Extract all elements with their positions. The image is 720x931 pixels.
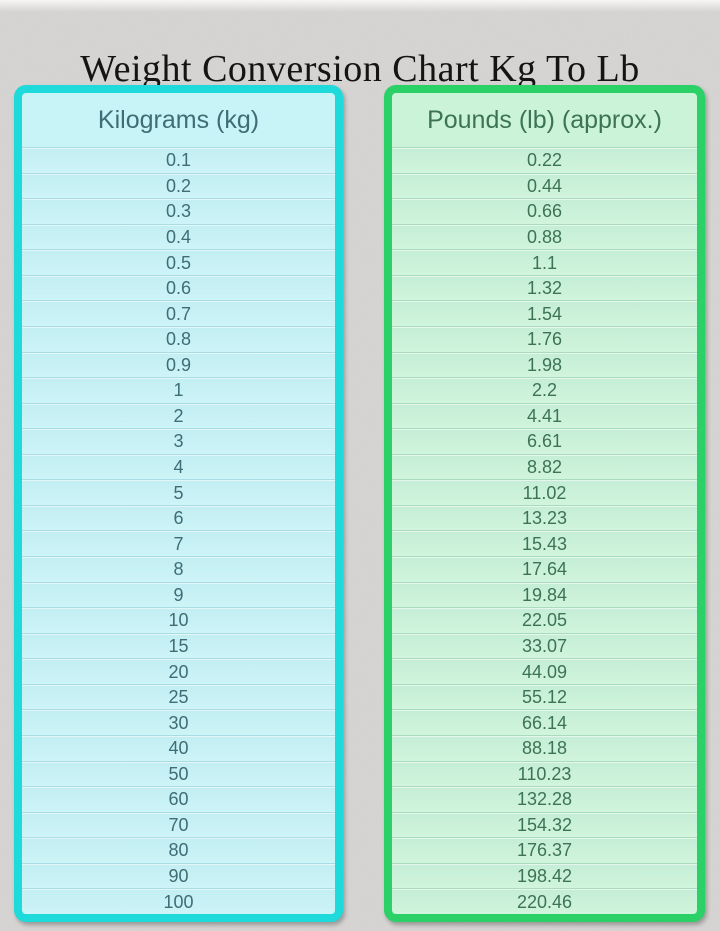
table-row-lb: 1.54 <box>392 300 697 326</box>
table-row-lb: 198.42 <box>392 862 697 889</box>
table-row-lb: 110.23 <box>392 760 697 787</box>
table-row-kg: 25 <box>22 683 335 710</box>
table-row-lb: 22.05 <box>392 607 697 633</box>
table-row-kg: 60 <box>22 786 335 812</box>
table-row-kg: 40 <box>22 734 335 761</box>
table-row-lb: 220.46 <box>392 888 697 914</box>
table-row-kg: 0.5 <box>22 249 335 275</box>
table-row-kg: 1 <box>22 377 335 403</box>
table-row-lb: 1.1 <box>392 249 697 275</box>
pounds-column-header: Pounds (lb) (approx.) <box>392 93 697 148</box>
table-row-kg: 0.7 <box>22 300 335 326</box>
table-row-lb: 4.41 <box>392 402 697 429</box>
table-row-kg: 4 <box>22 453 335 480</box>
table-row-lb: 2.2 <box>392 377 697 403</box>
table-row-kg: 15 <box>22 632 335 659</box>
table-row-lb: 176.37 <box>392 837 697 863</box>
table-row-lb: 8.82 <box>392 453 697 480</box>
table-row-kg: 0.2 <box>22 172 335 199</box>
table-row-kg: 0.4 <box>22 223 335 250</box>
table-row-lb: 132.28 <box>392 786 697 812</box>
table-row-kg: 9 <box>22 581 335 608</box>
table-row-kg: 3 <box>22 428 335 454</box>
table-row-lb: 1.76 <box>392 325 697 352</box>
table-row-lb: 66.14 <box>392 709 697 735</box>
table-row-lb: 0.88 <box>392 223 697 250</box>
table-row-kg: 0.9 <box>22 351 335 378</box>
table-row-kg: 7 <box>22 530 335 556</box>
table-row-kg: 10 <box>22 607 335 633</box>
table-row-lb: 0.44 <box>392 172 697 199</box>
table-row-kg: 90 <box>22 862 335 889</box>
table-row-lb: 19.84 <box>392 581 697 608</box>
table-row-kg: 0.8 <box>22 325 335 352</box>
table-row-lb: 15.43 <box>392 530 697 556</box>
table-row-lb: 88.18 <box>392 734 697 761</box>
top-highlight <box>0 0 720 12</box>
table-row-lb: 154.32 <box>392 811 697 838</box>
table-row-lb: 1.98 <box>392 351 697 378</box>
kilograms-column-header: Kilograms (kg) <box>22 93 335 148</box>
pounds-panel: Pounds (lb) (approx.) 0.22 0.44 0.66 0.88 1.… <box>384 85 705 922</box>
table-row-lb: 1.32 <box>392 274 697 301</box>
table-row-lb: 13.23 <box>392 504 697 531</box>
table-row-kg: 100 <box>22 888 335 914</box>
table-row-kg: 30 <box>22 709 335 735</box>
table-row-kg: 5 <box>22 479 335 505</box>
table-row-kg: 0.6 <box>22 274 335 301</box>
table-row-kg: 0.1 <box>22 148 335 173</box>
table-row-lb: 55.12 <box>392 683 697 710</box>
table-row-lb: 17.64 <box>392 556 697 582</box>
table-row-kg: 80 <box>22 837 335 863</box>
table-row-kg: 6 <box>22 504 335 531</box>
table-row-kg: 0.3 <box>22 198 335 224</box>
table-row-kg: 50 <box>22 760 335 787</box>
lb-rows: 0.22 0.44 0.66 0.88 1.1 1.32 1.54 1.76 1.98 2.2 4.… <box>392 148 697 914</box>
table-row-lb: 0.22 <box>392 148 697 173</box>
table-row-lb: 44.09 <box>392 658 697 684</box>
kilograms-panel: Kilograms (kg) 0.1 0.2 0.3 0.4 0.5 0.6 0.7 0.8 0… <box>14 85 343 922</box>
table-row-lb: 0.66 <box>392 198 697 224</box>
table-row-lb: 6.61 <box>392 428 697 454</box>
table-row-lb: 33.07 <box>392 632 697 659</box>
conversion-table: Kilograms (kg) 0.1 0.2 0.3 0.4 0.5 0.6 0.7 0.8 0… <box>14 85 705 922</box>
table-row-kg: 8 <box>22 556 335 582</box>
kg-rows: 0.1 0.2 0.3 0.4 0.5 0.6 0.7 0.8 0.9 1 2 3 4 5 6 7 8 9 10 15… <box>22 148 335 914</box>
table-row-kg: 20 <box>22 658 335 684</box>
table-row-kg: 70 <box>22 811 335 838</box>
table-row-lb: 11.02 <box>392 479 697 505</box>
table-row-kg: 2 <box>22 402 335 429</box>
